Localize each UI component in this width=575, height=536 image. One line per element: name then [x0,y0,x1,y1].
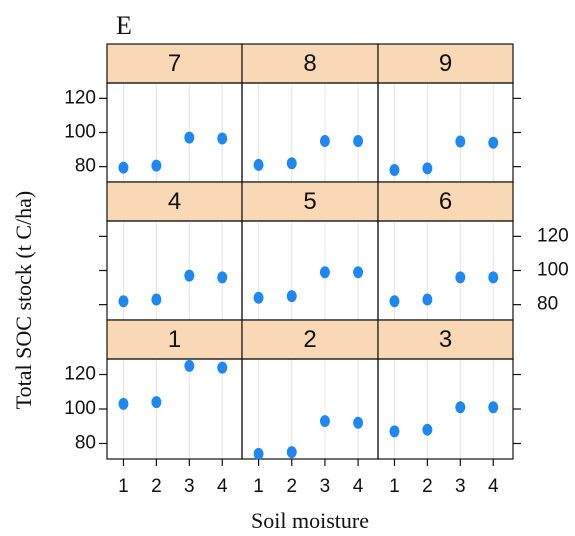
strip [241,43,379,84]
strip-title: 4 [168,188,181,215]
x-tick-label: 4 [353,476,364,497]
point [455,401,466,414]
point [488,401,499,414]
point [151,159,162,172]
y-tick-label: 80 [75,432,96,453]
point [422,162,433,175]
point [455,135,466,148]
x-tick-label: 3 [320,476,331,497]
y-tick-label: 100 [537,260,569,281]
x-tick-label: 2 [151,476,162,497]
x-tick-label: 1 [389,476,400,497]
point [184,359,195,372]
point [118,397,129,410]
strip-title: 3 [439,326,452,353]
point [389,425,400,438]
point [422,423,433,436]
x-tick-label: 3 [455,476,466,497]
strip-title: 1 [168,326,181,353]
point [184,269,195,282]
point [389,164,400,177]
y-tick-label: 80 [75,156,96,177]
point [319,266,330,279]
point [286,290,297,303]
point [286,446,297,459]
strip-title: 7 [168,50,181,77]
x-tick-label: 3 [184,476,195,497]
strip [241,319,379,360]
strip-title: 5 [303,188,316,215]
strip [377,43,514,84]
strip [377,181,514,222]
x-tick-label: 4 [217,476,228,497]
x-tick-label: 4 [488,476,499,497]
x-axis-label: Soil moisture [251,508,369,533]
point [184,131,195,144]
strip [106,319,243,360]
strip [106,43,243,84]
point [253,291,264,304]
y-axis-label: Total SOC stock (t C/ha) [11,191,36,409]
point [217,361,228,374]
strip [106,181,243,222]
point [488,271,499,284]
y-tick-label: 120 [537,225,569,246]
point [151,396,162,409]
x-tick-label: 2 [286,476,297,497]
y-tick-label: 100 [64,122,96,143]
y-tick-label: 120 [64,87,96,108]
x-tick-label: 1 [118,476,129,497]
point [488,136,499,149]
point [353,135,364,148]
strip-title: 2 [303,326,316,353]
strip [241,181,379,222]
point [286,157,297,170]
y-tick-label: 100 [64,398,96,419]
point [319,415,330,428]
point [422,293,433,306]
x-tick-label: 1 [253,476,264,497]
point [217,132,228,145]
panel-label: E [116,11,132,40]
point [389,295,400,308]
point [118,161,129,174]
point [353,266,364,279]
point [151,293,162,306]
point [217,271,228,284]
strip-title: 8 [303,50,316,77]
strip-title: 9 [439,50,452,77]
point [253,447,264,460]
y-tick-label: 80 [537,294,558,315]
x-tick-label: 2 [422,476,433,497]
point [319,135,330,148]
point [455,271,466,284]
point [253,158,264,171]
strip-title: 6 [439,188,452,215]
point [118,295,129,308]
point [353,416,364,429]
y-tick-label: 120 [64,364,96,385]
